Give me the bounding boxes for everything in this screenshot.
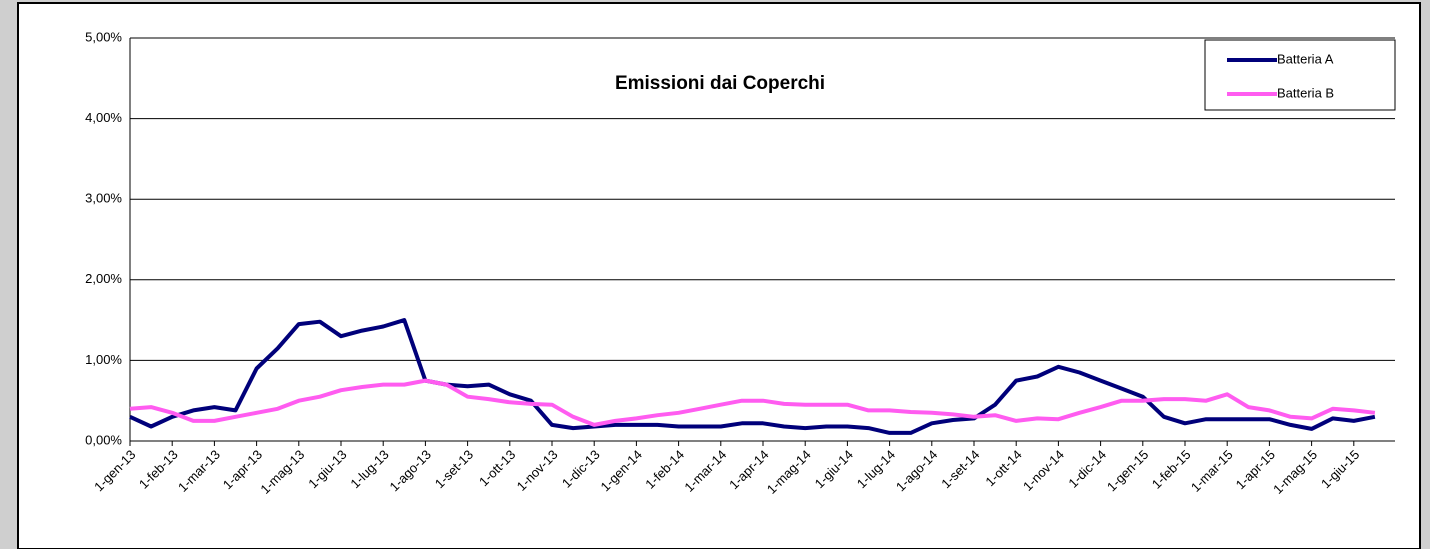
y-tick-label: 4,00% <box>85 110 122 125</box>
series-line <box>129 318 1376 435</box>
y-tick-label: 3,00% <box>85 191 122 206</box>
y-tick-label: 2,00% <box>85 271 122 286</box>
y-tick-label: 5,00% <box>85 29 122 44</box>
y-tick-label: 1,00% <box>85 352 122 367</box>
chart-title: Emissioni dai Coperchi <box>615 73 825 94</box>
legend-label: Batteria A <box>1277 51 1334 66</box>
y-tick-label: 0,00% <box>85 432 122 447</box>
series-line <box>129 378 1376 427</box>
legend-box <box>1204 39 1396 111</box>
chart-area <box>17 2 1421 549</box>
legend-label: Batteria B <box>1277 85 1334 100</box>
